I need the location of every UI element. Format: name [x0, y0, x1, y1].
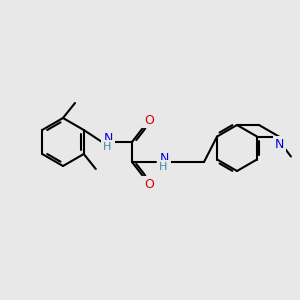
Text: O: O	[144, 178, 154, 190]
Text: H: H	[159, 162, 167, 172]
Text: N: N	[275, 138, 285, 151]
Text: H: H	[103, 142, 111, 152]
Text: N: N	[103, 131, 113, 145]
Text: N: N	[159, 152, 169, 164]
Text: O: O	[144, 113, 154, 127]
